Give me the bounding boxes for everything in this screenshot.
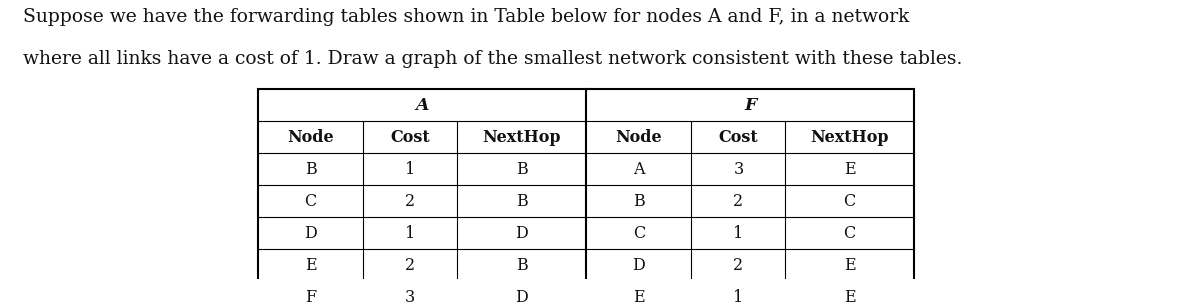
Text: B: B [516,161,528,178]
Text: E: E [844,257,856,274]
Text: A: A [415,97,428,114]
Text: 2: 2 [406,193,415,210]
Text: C: C [632,225,644,242]
Text: NextHop: NextHop [482,129,560,146]
Text: 2: 2 [406,257,415,274]
Text: NextHop: NextHop [810,129,889,146]
Text: C: C [844,193,856,210]
Text: E: E [305,257,317,274]
Text: where all links have a cost of 1. Draw a graph of the smallest network consisten: where all links have a cost of 1. Draw a… [24,50,962,68]
Text: B: B [516,193,528,210]
Text: D: D [515,225,528,242]
Text: 1: 1 [733,225,744,242]
Text: Node: Node [287,129,334,146]
Text: C: C [844,225,856,242]
Text: E: E [844,161,856,178]
Text: B: B [632,193,644,210]
Text: 1: 1 [733,289,744,303]
Text: Cost: Cost [719,129,758,146]
Text: Cost: Cost [390,129,430,146]
Text: D: D [305,225,317,242]
Text: 1: 1 [406,225,415,242]
Text: 1: 1 [406,161,415,178]
Text: A: A [634,161,644,178]
Text: C: C [305,193,317,210]
Text: E: E [844,289,856,303]
Text: Suppose we have the forwarding tables shown in Table below for nodes A and F, in: Suppose we have the forwarding tables sh… [24,8,910,26]
Text: D: D [632,257,646,274]
Text: Node: Node [616,129,662,146]
Text: 3: 3 [406,289,415,303]
Text: F: F [305,289,316,303]
Text: 2: 2 [733,193,744,210]
Text: B: B [305,161,317,178]
Text: 2: 2 [733,257,744,274]
Text: F: F [744,97,756,114]
Text: D: D [515,289,528,303]
Text: E: E [632,289,644,303]
Text: 3: 3 [733,161,744,178]
Text: B: B [516,257,528,274]
